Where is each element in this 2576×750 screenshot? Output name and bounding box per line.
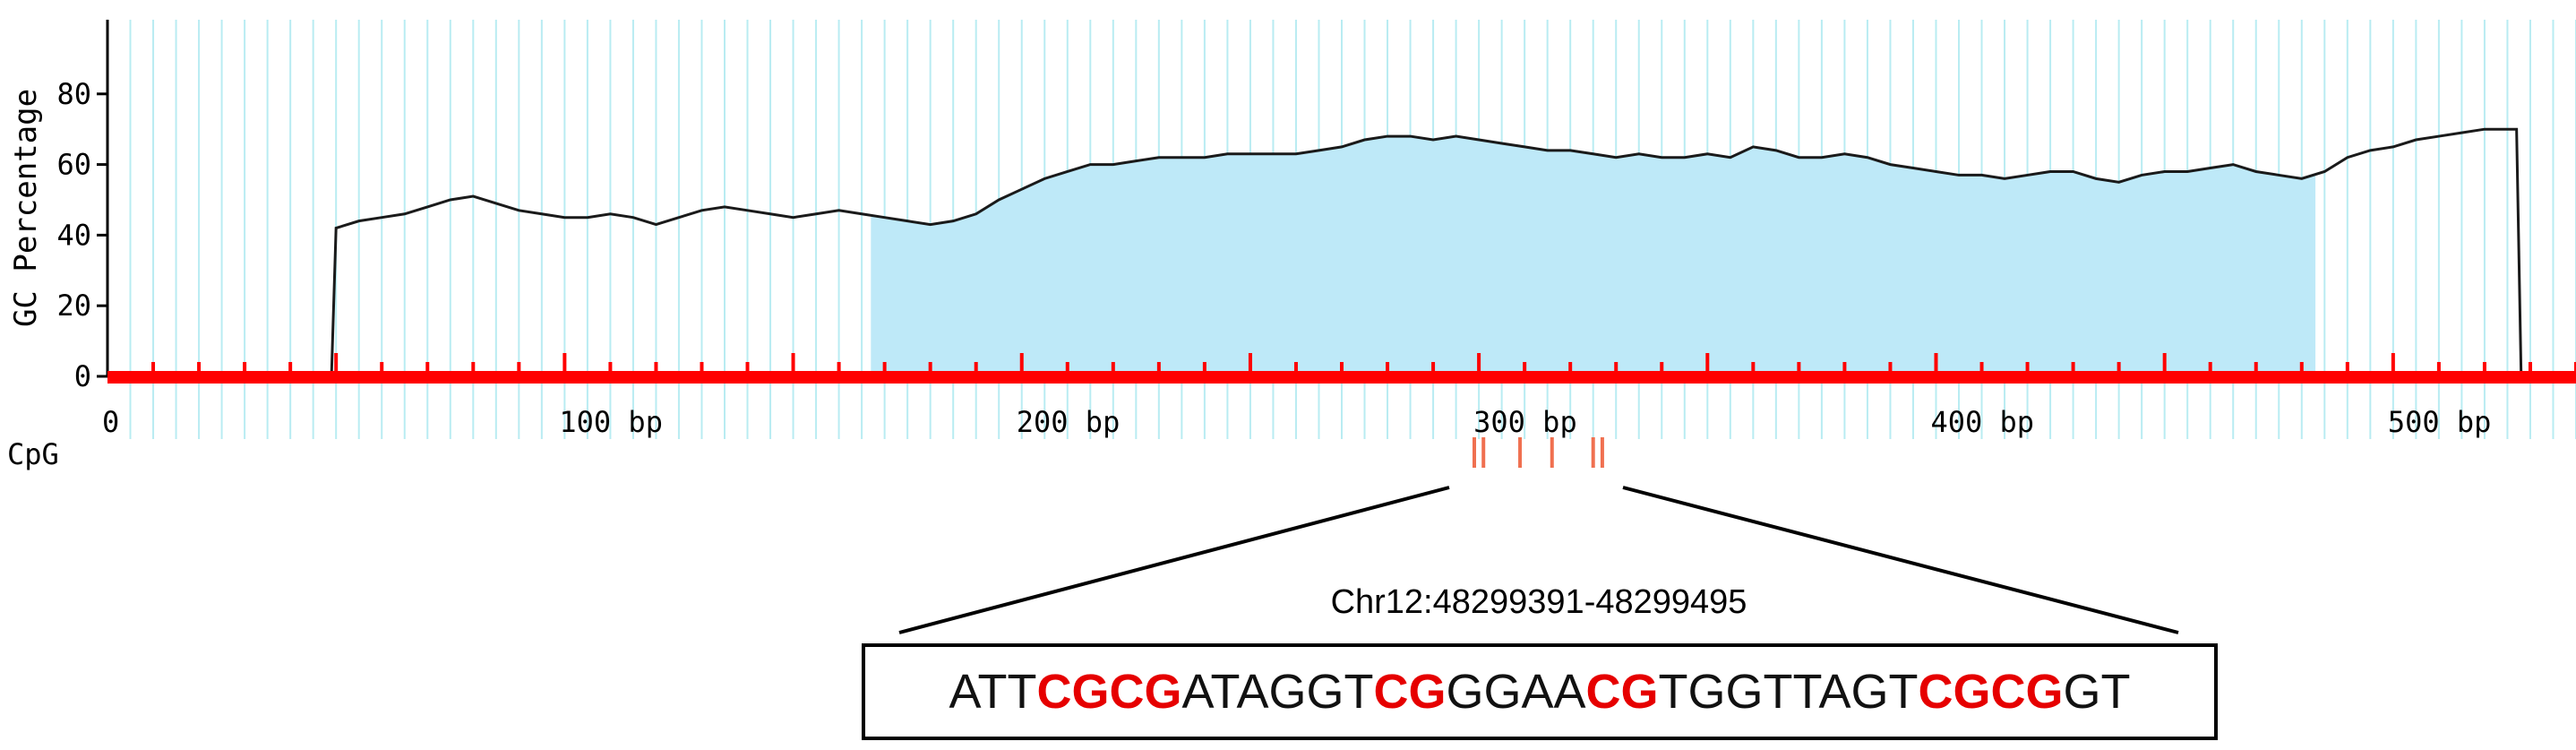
cpg-dinucleotide: CGCG — [1918, 665, 2064, 719]
sequence-segment: ATT — [949, 665, 1037, 719]
x-tick-label: 500 bp — [2388, 405, 2492, 439]
y-tick-label: 20 — [56, 289, 91, 323]
sequence-segment: GGAA — [1446, 665, 1586, 719]
x-tick-label: 100 bp — [559, 405, 663, 439]
baseline-bar — [107, 371, 2576, 384]
gc-percentage-curve — [107, 127, 2576, 378]
y-tick-label: 60 — [56, 148, 91, 182]
y-tick-label: 80 — [56, 77, 91, 111]
cpg-track-label: CpG — [7, 437, 59, 471]
x-tick-label: 0 — [102, 405, 119, 439]
gc-curve-line — [107, 127, 2576, 378]
y-tick-label: 0 — [74, 359, 91, 393]
zoom-region-label: Chr12:48299391-48299495 — [1331, 583, 1747, 621]
cpg-island-area — [871, 136, 2316, 376]
y-axis-label: GC Percentage — [8, 89, 44, 327]
y-axis: 0 20 40 60 80 — [56, 20, 109, 393]
x-tick-label: 200 bp — [1017, 405, 1121, 439]
sequence-segment: GT — [2063, 665, 2131, 719]
y-tick-label: 40 — [56, 218, 91, 252]
cpg-dinucleotide: CGCG — [1036, 665, 1182, 719]
sequence-segment: TGGTTAGT — [1658, 665, 1919, 719]
cpg-island-shaded-area — [871, 136, 2316, 376]
x-tick-label: 400 bp — [1930, 405, 2034, 439]
x-axis: 0 100 bp 200 bp 300 bp 400 bp 500 bp — [102, 405, 2491, 439]
cpg-dinucleotide: CG — [1585, 665, 1659, 719]
sequence-baseline — [107, 353, 2576, 384]
x-tick-label: 300 bp — [1473, 405, 1577, 439]
zoom-line-left — [898, 486, 1450, 634]
zoom-line-right — [1622, 486, 2179, 634]
sequence-box: ATT CGCG ATAGGT CG GGAA CG TGGTTAGT CGCG GT — [862, 643, 2218, 740]
sequence-segment: ATAGGT — [1181, 665, 1374, 719]
cpg-site-markers — [1473, 437, 1604, 468]
cpg-dinucleotide: CG — [1373, 665, 1447, 719]
